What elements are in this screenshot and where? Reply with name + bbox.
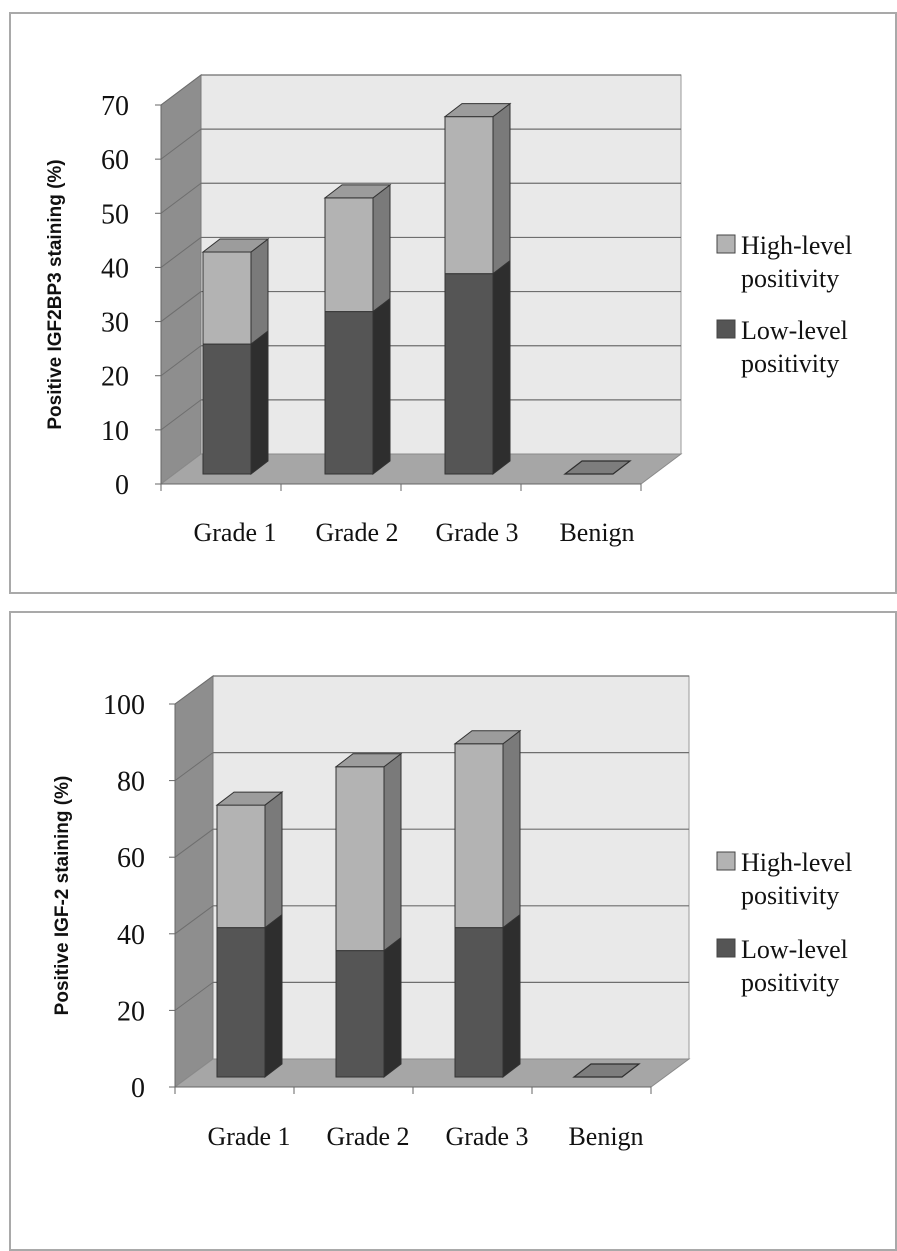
- chart-igf2bp3: 0 10 20 30 40 50 60 70 Grade 1 Grade 2 Grade 3 Beni…: [45, 74, 852, 547]
- bar-top: [215, 791, 284, 806]
- x-category-label: Grade 1: [193, 518, 276, 547]
- legend-label: positivity: [741, 349, 839, 378]
- y-tick-label: 0: [131, 1073, 145, 1104]
- legend-swatch: [716, 319, 736, 339]
- chart-panel-igf2bp3: 0 10 20 30 40 50 60 70 Grade 1 Grade 2 Grade 3 Beni…: [9, 12, 897, 594]
- bar-side-low: [492, 259, 511, 476]
- y-tick-label: 10: [101, 416, 129, 447]
- y-tick-label: 60: [117, 843, 145, 874]
- bar-segment-high-level: [454, 743, 504, 929]
- chart-igf2: 0 20 40 60 80 100 Grade 1 Grade 2 Grade 3 Benign P…: [52, 675, 852, 1151]
- plot-back-wall: [212, 675, 690, 1060]
- y-axis-title: Positive IGF-2 staining (%): [52, 776, 73, 1016]
- bar-segment-low-level: [216, 927, 266, 1078]
- y-tick-label: 40: [101, 253, 129, 284]
- gridline-side: [160, 74, 202, 106]
- y-tick-label: 50: [101, 199, 129, 230]
- bar-side-low: [383, 936, 402, 1079]
- bar-side-high: [492, 102, 511, 275]
- bar-side-high: [383, 752, 402, 952]
- bar-side-high: [372, 183, 391, 313]
- y-tick-label: 60: [101, 145, 129, 176]
- gridline-side: [174, 752, 214, 782]
- legend-label: positivity: [741, 264, 839, 293]
- bar-segment-low-level: [335, 950, 385, 1078]
- plot-side-wall: [160, 74, 202, 485]
- y-tick-label: 30: [101, 308, 129, 339]
- plot-back-wall: [200, 74, 682, 455]
- bar-segment-high-level: [216, 804, 266, 929]
- bar-segment-low-level: [454, 927, 504, 1078]
- bar-segment-low-level: [324, 311, 374, 475]
- bar-empty-marker: [563, 460, 632, 475]
- bar-empty-marker: [572, 1063, 641, 1078]
- bar-side-low: [372, 297, 391, 476]
- gridline-side: [160, 345, 202, 377]
- bar-side-high: [264, 791, 283, 929]
- bar-segment-high-level: [324, 197, 374, 313]
- y-tick-label: 20: [117, 996, 145, 1027]
- bar-segment-high-level: [202, 251, 252, 345]
- x-category-label: Grade 3: [435, 518, 518, 547]
- legend-label: Low-level: [741, 935, 848, 964]
- y-tick-label: 70: [101, 91, 129, 122]
- legend-label: Low-level: [741, 316, 848, 345]
- plot-side-wall: [174, 675, 214, 1088]
- y-tick-label: 0: [115, 470, 129, 501]
- gridline-side: [174, 828, 214, 858]
- bar-side-high: [250, 238, 269, 346]
- legend-label: High-level: [741, 231, 852, 260]
- gridline-side: [160, 182, 202, 214]
- x-category-label: Grade 2: [326, 1122, 409, 1151]
- legend-swatch: [716, 851, 736, 871]
- bar-top: [201, 238, 270, 253]
- legend-label: High-level: [741, 848, 852, 877]
- x-category-label: Grade 1: [207, 1122, 290, 1151]
- bar-segment-high-level: [335, 766, 385, 952]
- bar-segment-low-level: [202, 343, 252, 475]
- gridline-side: [160, 399, 202, 431]
- gridline-side: [160, 237, 202, 268]
- y-tick-label: 40: [117, 920, 145, 951]
- y-axis-title: Positive IGF2BP3 staining (%): [45, 159, 66, 429]
- bar-side-low: [264, 913, 283, 1079]
- legend-label: positivity: [741, 968, 839, 997]
- bar-segment-high-level: [444, 116, 494, 275]
- x-category-label: Grade 2: [315, 518, 398, 547]
- bar-side-low: [502, 913, 521, 1079]
- bar-top: [323, 184, 392, 199]
- y-tick-label: 80: [117, 767, 145, 798]
- bar-top: [334, 753, 403, 768]
- bar-side-low: [250, 330, 269, 476]
- bar-segment-low-level: [444, 273, 494, 475]
- chart-panel-igf2: 0 20 40 60 80 100 Grade 1 Grade 2 Grade 3 Benign P…: [9, 611, 897, 1251]
- legend-label: positivity: [741, 881, 839, 910]
- gridline-side: [174, 675, 214, 705]
- legend-swatch: [716, 938, 736, 958]
- legend-swatch: [716, 234, 736, 254]
- y-tick-label: 100: [103, 690, 145, 721]
- bar-side-high: [502, 729, 521, 929]
- x-category-label: Grade 3: [445, 1122, 528, 1151]
- bar-top: [453, 730, 522, 745]
- y-tick-label: 20: [101, 362, 129, 393]
- gridline-side: [174, 981, 214, 1011]
- gridline-side: [174, 905, 214, 935]
- gridline-side: [160, 291, 202, 322]
- bar-top: [443, 103, 512, 118]
- gridline-side: [160, 128, 202, 160]
- x-category-label: Benign: [568, 1122, 643, 1151]
- x-category-label: Benign: [559, 518, 634, 547]
